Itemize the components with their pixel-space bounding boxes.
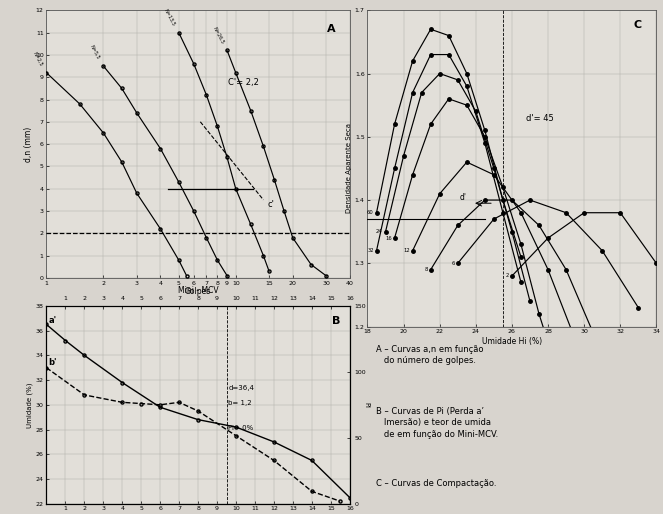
Y-axis label: Densidade Aparente Seca: Densidade Aparente Seca xyxy=(346,123,352,213)
Text: d': d' xyxy=(460,193,467,202)
Text: b': b' xyxy=(48,358,57,367)
Text: C – Curvas de Compactação.: C – Curvas de Compactação. xyxy=(376,479,497,488)
Text: A – Curvas a,n em função
   do número de golpes.: A – Curvas a,n em função do número de go… xyxy=(376,344,484,365)
X-axis label: Mini - MCV: Mini - MCV xyxy=(178,286,218,295)
X-axis label: Golpes: Golpes xyxy=(185,287,211,296)
Text: N=26,5: N=26,5 xyxy=(211,26,225,45)
Text: N=2,5: N=2,5 xyxy=(32,51,44,67)
Y-axis label: Umidade (%): Umidade (%) xyxy=(27,382,33,428)
Text: 32: 32 xyxy=(367,248,374,253)
X-axis label: Umidade Hi (%): Umidade Hi (%) xyxy=(482,337,542,346)
Text: B: B xyxy=(332,316,341,326)
Text: N=13,5: N=13,5 xyxy=(163,8,176,27)
Text: a': a' xyxy=(48,316,56,325)
Text: 16: 16 xyxy=(385,235,392,241)
Text: c': c' xyxy=(267,199,274,209)
Text: 12: 12 xyxy=(403,248,410,253)
Text: 24: 24 xyxy=(376,229,383,234)
Text: 2: 2 xyxy=(506,273,509,279)
Text: C: C xyxy=(634,20,642,30)
Text: b= 1,2: b= 1,2 xyxy=(228,400,252,406)
Text: Pi= 0%: Pi= 0% xyxy=(228,425,254,431)
Text: C'= 2,2: C'= 2,2 xyxy=(228,78,259,87)
Text: d'= 45: d'= 45 xyxy=(526,114,554,123)
Text: 60: 60 xyxy=(367,210,374,215)
Y-axis label: Pi: Pi xyxy=(363,402,369,408)
Text: A: A xyxy=(328,24,336,33)
Text: 8: 8 xyxy=(424,267,428,272)
Text: N=5,5: N=5,5 xyxy=(89,44,101,61)
Text: d=36,4: d=36,4 xyxy=(228,385,255,391)
Text: 6: 6 xyxy=(452,261,455,266)
Y-axis label: d,n (mm): d,n (mm) xyxy=(24,126,33,162)
Text: B – Curvas de Pi (Perda a’
   Imersão) e teor de umida
   de em função do Mini-M: B – Curvas de Pi (Perda a’ Imersão) e te… xyxy=(376,407,499,439)
